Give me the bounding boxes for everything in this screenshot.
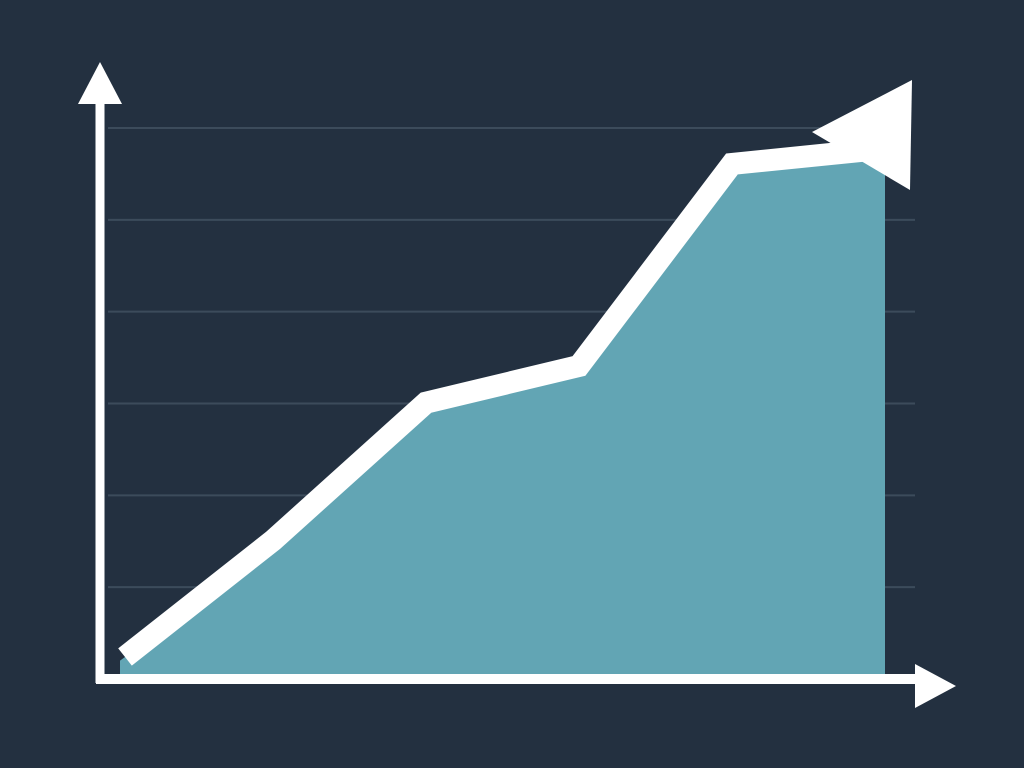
area-fill — [120, 155, 885, 680]
axes — [78, 62, 956, 708]
trend-line — [118, 139, 872, 666]
y-axis-arrow — [78, 62, 122, 104]
x-axis-arrow — [915, 664, 956, 708]
trend-arrowhead — [812, 80, 912, 190]
